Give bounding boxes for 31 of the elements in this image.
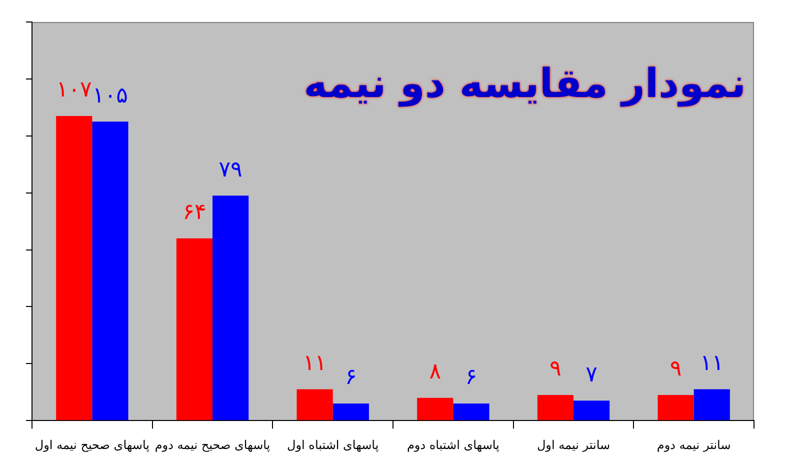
bar	[176, 238, 212, 420]
data-label: ۶	[465, 365, 478, 390]
bar	[212, 196, 249, 420]
data-label: ۸	[429, 360, 442, 385]
bar	[658, 394, 694, 420]
data-label: ۱۰۵	[92, 83, 128, 108]
data-label: ۱۱	[700, 351, 724, 376]
x-tick-label: پاسهای اشتباه اول	[286, 438, 379, 452]
text: نمودار مقایسه دو نیمه	[304, 61, 746, 107]
data-label: ۱۱	[302, 351, 327, 376]
data-label: ۷۹	[218, 157, 242, 182]
bar	[453, 404, 490, 420]
data-label: ۹	[670, 356, 682, 382]
data-label: ۹	[550, 356, 562, 382]
data-label: ۶۴	[182, 200, 206, 226]
data-label: ۷	[586, 362, 598, 388]
x-tick-label: پاسهای صحیح نیمه دوم	[154, 438, 270, 452]
data-label: ۶	[344, 365, 357, 390]
bar	[92, 122, 128, 420]
bar	[56, 116, 92, 420]
bar	[417, 398, 454, 420]
bar	[574, 400, 610, 420]
bar	[694, 389, 730, 420]
x-tick-label: پاسهای صحیح نیمه اول	[34, 438, 150, 452]
bar	[296, 389, 333, 420]
data-label: ۱۰۷	[56, 78, 92, 103]
x-tick-label: سانتر نیمه اول	[536, 438, 610, 452]
x-tick-label: سانتر نیمه دوم	[656, 438, 731, 452]
bar	[537, 394, 574, 420]
x-tick-label: پاسهای اشتباه دوم	[406, 438, 500, 452]
bar	[332, 404, 369, 420]
